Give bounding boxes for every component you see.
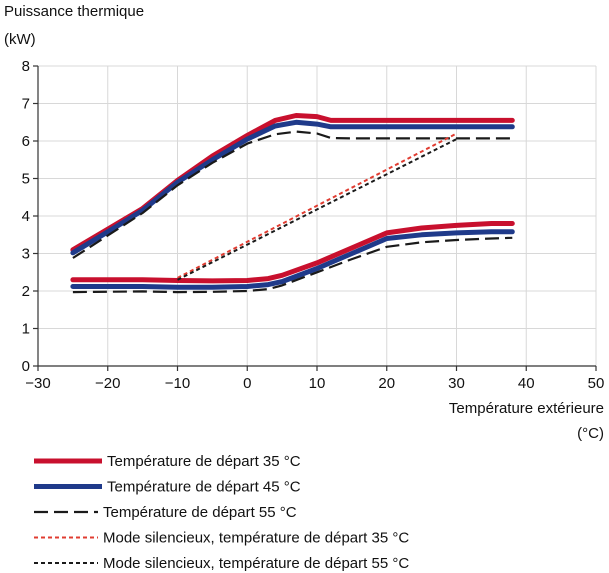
legend-label-3: Température de départ 55 °C xyxy=(103,504,297,521)
axes: 0 1 2 3 4 5 6 7 8 −30 −20 −10 0 10 20 30 40 50 xyxy=(22,58,605,392)
y-tick-label: 6 xyxy=(22,133,30,150)
series-line-3-curve-1 xyxy=(72,130,513,259)
x-tick-label: 0 xyxy=(243,375,251,392)
legend-label-2: Température de départ 45 °C xyxy=(107,479,301,496)
series-line-2-curve-1 xyxy=(70,119,515,256)
x-tick-label: 20 xyxy=(378,375,395,392)
series-line-1-curve-2 xyxy=(70,221,515,284)
y-tick-label: 1 xyxy=(22,321,30,338)
x-tick-label: 40 xyxy=(518,375,535,392)
y-tick-label: 3 xyxy=(22,246,30,263)
series-line-4-curve-1 xyxy=(177,132,457,279)
x-axis-unit-label: (°C) xyxy=(577,425,604,442)
x-tick-label: −10 xyxy=(165,375,190,392)
y-tick-label: 0 xyxy=(22,358,30,375)
x-tick-label: 30 xyxy=(448,375,465,392)
x-tick-label: 10 xyxy=(309,375,326,392)
y-tick-label: 2 xyxy=(22,283,30,300)
y-tick-label: 7 xyxy=(22,96,30,113)
series-line-3-curve-2 xyxy=(72,236,513,294)
series-lines xyxy=(70,113,515,294)
legend-label-1: Température de départ 35 °C xyxy=(107,453,301,470)
legend-label-5: Mode silencieux, température de départ 5… xyxy=(103,555,409,572)
series-line-5-curve-1 xyxy=(177,138,457,281)
y-tick-label: 4 xyxy=(22,208,30,225)
legend: Température de départ 35 °C Température d… xyxy=(34,453,409,572)
x-tick-label: −30 xyxy=(25,375,50,392)
series-line-1-curve-1 xyxy=(70,113,515,253)
grid-lines xyxy=(37,65,597,367)
legend-label-4: Mode silencieux, température de départ 3… xyxy=(103,530,409,547)
series-line-2-curve-2 xyxy=(70,229,515,290)
x-axis-label: Température extérieure xyxy=(449,400,604,417)
y-tick-label: 8 xyxy=(22,58,30,75)
y-tick-label: 5 xyxy=(22,171,30,188)
x-tick-label: −20 xyxy=(95,375,120,392)
x-tick-label: 50 xyxy=(588,375,605,392)
y-axis-unit-label: (kW) xyxy=(4,31,36,48)
y-axis-label: Puissance thermique xyxy=(4,3,144,20)
